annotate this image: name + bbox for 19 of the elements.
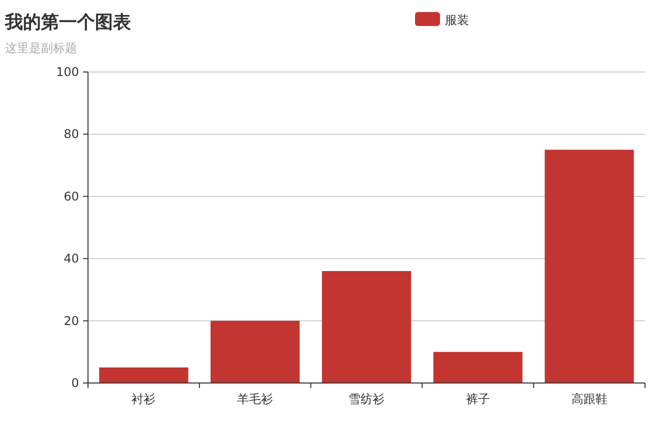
y-tick-label: 40 (64, 252, 79, 266)
y-tick-label: 0 (71, 376, 79, 390)
bar (544, 150, 634, 383)
legend-label: 服装 (445, 13, 469, 27)
x-tick-label: 裤子 (466, 392, 490, 406)
bar (322, 271, 412, 383)
x-tick-label: 高跟鞋 (571, 392, 608, 406)
y-tick-label: 60 (64, 189, 79, 204)
x-tick-label: 羊毛衫 (237, 392, 274, 406)
y-tick-label: 100 (56, 65, 79, 79)
bar (433, 352, 522, 383)
chart-subtitle: 这里是副标题 (5, 41, 77, 55)
y-tick-label: 20 (64, 314, 79, 328)
bar (210, 320, 300, 383)
chart-title: 我的第一个图表 (4, 12, 131, 33)
x-tick-label: 衬衫 (132, 392, 156, 406)
x-tick-label: 雪纺衫 (348, 392, 384, 406)
bar (99, 367, 188, 383)
y-tick-label: 80 (64, 127, 79, 142)
